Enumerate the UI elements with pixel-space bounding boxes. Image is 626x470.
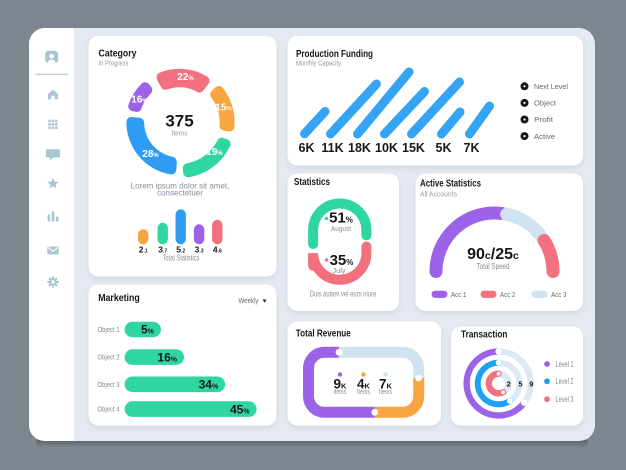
svg-text:28%: 28%: [142, 149, 159, 160]
svg-text:15K: 15K: [402, 141, 425, 155]
svg-text:Acc 1: Acc 1: [451, 292, 467, 299]
svg-text:Total Statistics: Total Statistics: [163, 254, 200, 263]
svg-text:2.1: 2.1: [139, 245, 148, 255]
svg-text:Weekly: Weekly: [239, 296, 259, 305]
svg-text:375: 375: [165, 112, 193, 131]
svg-text:Object 3: Object 3: [98, 382, 120, 389]
svg-text:Active Statistics: Active Statistics: [420, 178, 481, 190]
svg-text:Object 2: Object 2: [98, 355, 120, 362]
svg-text:Items: Items: [357, 389, 370, 396]
svg-text:10K: 10K: [375, 141, 398, 155]
svg-text:9: 9: [529, 379, 533, 388]
svg-text:In Progress: In Progress: [99, 59, 129, 68]
svg-text:11K: 11K: [321, 141, 343, 155]
svg-text:All Accounts: All Accounts: [420, 192, 457, 199]
svg-text:Items: Items: [379, 389, 392, 396]
svg-text:Object: Object: [534, 99, 557, 108]
svg-text:Acc 2: Acc 2: [500, 292, 516, 299]
svg-text:3.3: 3.3: [195, 245, 204, 255]
svg-text:Total Revenue: Total Revenue: [296, 328, 351, 340]
svg-text:2: 2: [507, 379, 511, 388]
svg-text:22%: 22%: [177, 72, 194, 83]
svg-text:Object 4: Object 4: [98, 407, 120, 414]
svg-text:5.2: 5.2: [176, 245, 185, 255]
svg-text:Level 3: Level 3: [556, 395, 574, 404]
svg-text:19%: 19%: [206, 147, 223, 158]
svg-text:3.7: 3.7: [158, 245, 167, 255]
svg-text:Transaction: Transaction: [461, 329, 508, 341]
svg-text:Active: Active: [534, 132, 555, 141]
svg-text:Production Funding: Production Funding: [296, 48, 373, 60]
svg-text:Monthly Capacity: Monthly Capacity: [296, 61, 341, 68]
svg-text:16%: 16%: [131, 95, 148, 106]
svg-text:consectetuer: consectetuer: [157, 189, 203, 198]
svg-text:18K: 18K: [348, 141, 371, 155]
svg-text:Items: Items: [334, 389, 347, 396]
svg-text:Level 2: Level 2: [556, 377, 574, 386]
svg-text:Duis autem vel eum iriure: Duis autem vel eum iriure: [310, 290, 377, 299]
svg-text:5K: 5K: [436, 141, 452, 155]
svg-text:5: 5: [518, 379, 522, 388]
svg-text:Profit: Profit: [534, 115, 554, 124]
svg-text:6K: 6K: [299, 141, 315, 155]
svg-text:July: July: [332, 266, 346, 275]
svg-text:Items: Items: [172, 131, 188, 138]
svg-text:August: August: [331, 224, 352, 233]
svg-text:Category: Category: [99, 49, 137, 60]
svg-text:Marketing: Marketing: [98, 292, 140, 304]
svg-text:7K: 7K: [464, 141, 480, 155]
svg-text:Statistics: Statistics: [294, 176, 330, 188]
svg-text:Next Level: Next Level: [534, 82, 568, 91]
svg-text:4.6: 4.6: [213, 245, 222, 255]
svg-text:90c/25c: 90c/25c: [467, 246, 519, 263]
svg-text:15%: 15%: [215, 103, 232, 114]
svg-text:Lorem ipsum dolor sit amet,: Lorem ipsum dolor sit amet,: [131, 182, 230, 191]
svg-text:Total Speed: Total Speed: [477, 262, 510, 271]
svg-text:Object 1: Object 1: [98, 327, 120, 334]
svg-text:Level 1: Level 1: [556, 360, 574, 369]
svg-text:Acc 3: Acc 3: [551, 292, 567, 299]
